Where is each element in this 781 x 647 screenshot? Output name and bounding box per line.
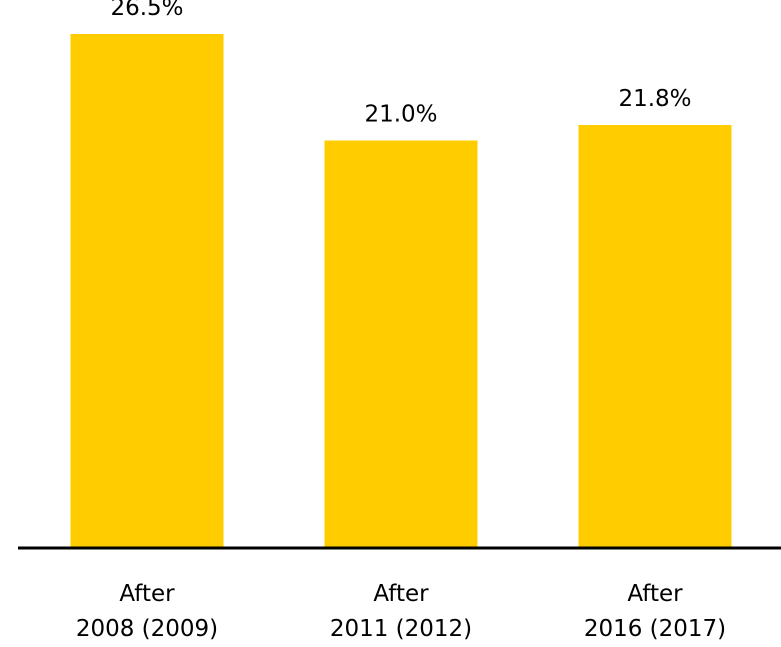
- value-label-2: 21.0%: [364, 102, 437, 128]
- category-label-2-line-1: After: [373, 581, 429, 607]
- category-label-3-line-2: 2016 (2017): [584, 616, 726, 642]
- bar-2: [324, 140, 478, 549]
- value-label-1: 26.5%: [110, 0, 183, 21]
- bar-3: [578, 125, 732, 548]
- bars-group: [70, 33, 732, 549]
- category-label-3-line-1: After: [627, 581, 683, 607]
- bar-1: [70, 33, 224, 549]
- category-label-2-line-2: 2011 (2012): [330, 616, 472, 642]
- value-label-3: 21.8%: [618, 86, 691, 112]
- value-labels-group: 26.5% 21.0% 21.8%: [110, 0, 691, 128]
- category-labels-group: After 2008 (2009) After 2011 (2012) After 201…: [76, 581, 726, 642]
- category-label-1-line-2: 2008 (2009): [76, 616, 218, 642]
- category-label-1-line-1: After: [119, 581, 175, 607]
